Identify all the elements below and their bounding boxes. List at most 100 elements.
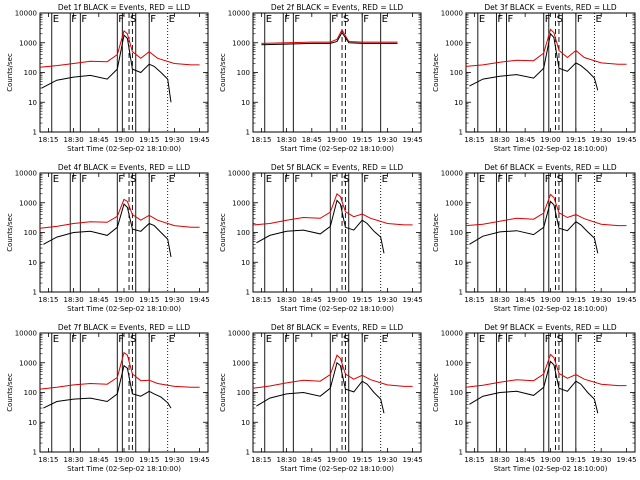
x-tick-label: 18:30 — [490, 456, 510, 464]
chart-title: Det 8f BLACK = Events, RED = LLD — [271, 323, 404, 332]
marker-label: E — [266, 14, 272, 25]
y-axis-label: Counts/sec — [6, 213, 14, 252]
y-tick-label: 10000 — [228, 170, 250, 178]
marker-label: E — [266, 174, 272, 185]
x-tick-label: 19:45 — [403, 456, 423, 464]
marker-label: E — [595, 174, 601, 185]
plot-frame — [39, 172, 209, 293]
marker-label: F — [71, 14, 77, 25]
marker-label: F — [284, 14, 290, 25]
plot-frame — [252, 12, 422, 133]
x-tick-label: 18:15 — [464, 136, 484, 144]
lld-series-line — [465, 28, 627, 67]
x-tick-label: 19:30 — [164, 296, 184, 304]
y-tick-label: 10 — [28, 259, 37, 267]
y-axis-label: Counts/sec — [432, 53, 440, 92]
x-tick-label: 19:45 — [190, 296, 210, 304]
x-tick-label: 18:45 — [302, 296, 322, 304]
events-series-line — [256, 361, 385, 414]
y-tick-label: 10 — [241, 259, 250, 267]
events-series-line — [261, 31, 398, 46]
x-tick-label: 18:30 — [490, 296, 510, 304]
marker-label: E — [382, 174, 388, 185]
x-tick-label: 19:30 — [591, 296, 611, 304]
x-tick-label: 19:15 — [139, 456, 159, 464]
marker-label: F — [71, 174, 77, 185]
marker-label: F — [71, 334, 77, 345]
x-tick-label: 19:30 — [377, 296, 397, 304]
y-tick-label: 10000 — [441, 10, 463, 18]
marker-label: F — [150, 174, 156, 185]
x-tick-label: 19:00 — [540, 136, 560, 144]
marker-label: F — [81, 14, 87, 25]
chart-panel-7: Det 7f BLACK = Events, RED = LLD 1 10 100 10… — [6, 323, 210, 473]
y-axis-label: Counts/sec — [219, 213, 227, 252]
y-tick-label: 1000 — [232, 199, 250, 207]
marker-label: F — [150, 14, 156, 25]
marker-label: E — [169, 334, 175, 345]
y-tick-label: 1 — [33, 289, 37, 297]
x-tick-label: 18:15 — [464, 456, 484, 464]
marker-label: F — [118, 14, 124, 25]
marker-label: F — [577, 14, 583, 25]
y-tick-label: 1 — [246, 449, 250, 457]
marker-label: S — [343, 334, 349, 345]
x-axis-label: Start Time (02-Sep-02 18:10:00) — [67, 305, 181, 313]
events-series-line — [43, 203, 172, 258]
marker-label: E — [595, 14, 601, 25]
marker-label: E — [53, 174, 59, 185]
lld-series-line — [465, 193, 627, 227]
x-tick-label: 18:15 — [251, 136, 271, 144]
y-tick-label: 1000 — [232, 359, 250, 367]
y-tick-label: 10 — [28, 419, 37, 427]
y-tick-label: 100 — [237, 229, 250, 237]
x-tick-label: 19:30 — [377, 456, 397, 464]
marker-label: F — [294, 334, 300, 345]
x-tick-label: 19:00 — [114, 296, 134, 304]
x-tick-label: 18:15 — [38, 296, 58, 304]
marker-label: F — [545, 14, 551, 25]
x-tick-label: 19:15 — [352, 296, 372, 304]
chart-title: Det 1f BLACK = Events, RED = LLD — [58, 3, 191, 12]
y-tick-label: 1000 — [445, 359, 463, 367]
events-series-line — [469, 200, 599, 254]
marker-label: S — [557, 334, 563, 345]
chart-title: Det 6f BLACK = Events, RED = LLD — [484, 163, 617, 172]
chart-panel-9: Det 9f BLACK = Events, RED = LLD 1 10 100 10… — [432, 323, 637, 473]
plot-frame — [252, 332, 422, 453]
x-tick-label: 19:45 — [403, 136, 423, 144]
chart-title: Det 7f BLACK = Events, RED = LLD — [58, 323, 191, 332]
marker-label: F — [577, 334, 583, 345]
y-axis-label: Counts/sec — [219, 53, 227, 92]
marker-label: F — [284, 174, 290, 185]
x-axis-label: Start Time (02-Sep-02 18:10:00) — [280, 305, 394, 313]
x-tick-label: 19:15 — [566, 456, 586, 464]
y-tick-label: 100 — [450, 389, 463, 397]
x-tick-label: 18:15 — [251, 296, 271, 304]
x-tick-label: 18:30 — [490, 136, 510, 144]
y-tick-label: 1 — [33, 449, 37, 457]
marker-label: E — [595, 334, 601, 345]
chart-title: Det 9f BLACK = Events, RED = LLD — [484, 323, 617, 332]
x-tick-label: 19:00 — [327, 136, 347, 144]
x-tick-label: 19:30 — [591, 136, 611, 144]
marker-label: F — [150, 334, 156, 345]
marker-label: S — [557, 14, 563, 25]
x-tick-label: 19:15 — [566, 296, 586, 304]
y-axis-label: Counts/sec — [219, 373, 227, 412]
marker-label: E — [382, 334, 388, 345]
marker-label: F — [545, 334, 551, 345]
y-tick-label: 10 — [241, 419, 250, 427]
y-tick-label: 10 — [241, 99, 250, 107]
x-tick-label: 18:30 — [277, 136, 297, 144]
y-tick-label: 1 — [459, 449, 463, 457]
y-tick-label: 1000 — [19, 359, 37, 367]
x-tick-label: 19:00 — [327, 296, 347, 304]
marker-label: F — [497, 334, 503, 345]
marker-label: F — [577, 174, 583, 185]
marker-label: E — [53, 334, 59, 345]
marker-label: E — [382, 14, 388, 25]
plot-frame — [252, 172, 422, 293]
y-tick-label: 10000 — [441, 170, 463, 178]
x-axis-label: Start Time (02-Sep-02 18:10:00) — [67, 145, 181, 153]
